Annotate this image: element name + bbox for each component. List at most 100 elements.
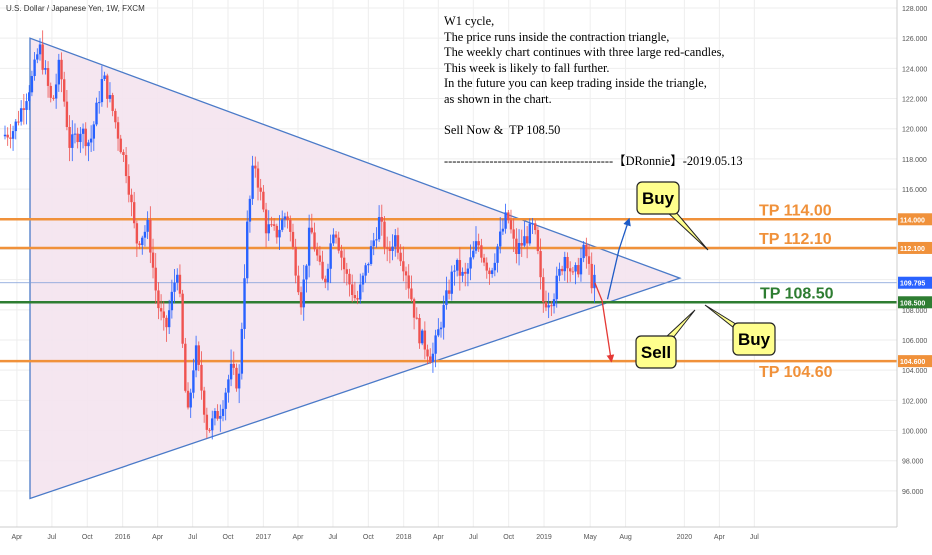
- y-tick-label: 96.000: [902, 489, 924, 496]
- candle-body: [450, 271, 453, 294]
- candle-body: [22, 108, 26, 110]
- candle-body: [340, 250, 343, 258]
- candle-body: [329, 243, 332, 269]
- candle-body: [186, 390, 190, 408]
- x-tick-label: May: [584, 534, 598, 541]
- x-tick-label: Apr: [11, 534, 23, 541]
- y-tick-label: 126.000: [902, 36, 927, 43]
- candle-body: [178, 274, 182, 294]
- candle-body: [318, 255, 322, 262]
- x-tick-label: Jul: [188, 534, 197, 541]
- callout-box: [635, 335, 677, 369]
- candle-body: [472, 250, 475, 258]
- x-tick-label: Apr: [293, 534, 305, 541]
- candle-body: [68, 127, 71, 148]
- candle-body: [63, 79, 66, 102]
- level-price-tag: 104.600: [900, 359, 925, 366]
- candle-body: [509, 220, 513, 230]
- candle-body: [429, 356, 432, 362]
- candle-body: [270, 224, 273, 226]
- candle-body: [73, 133, 77, 135]
- candle-body: [453, 270, 456, 272]
- candle-body: [574, 265, 577, 272]
- candle-body: [310, 227, 314, 233]
- candle-body: [563, 256, 567, 272]
- symbol-label: U.S. Dollar / Japanese Yen, 1W, FXCM: [6, 4, 145, 13]
- candle-body: [154, 267, 157, 291]
- candle-body: [167, 310, 171, 328]
- candle-body: [111, 95, 114, 111]
- callout-label: Sell: [641, 343, 671, 362]
- candle-body: [229, 363, 233, 380]
- x-tick-label: Jul: [750, 534, 759, 541]
- candle-body: [458, 260, 462, 276]
- candle-body: [396, 235, 400, 253]
- candle-body: [116, 122, 120, 139]
- candle-body: [162, 311, 165, 318]
- candle-body: [571, 271, 575, 273]
- candle-body: [566, 256, 569, 269]
- candle-body: [79, 133, 82, 143]
- candle-body: [76, 133, 79, 143]
- candle-body: [542, 277, 545, 303]
- candle-body: [194, 345, 198, 371]
- candle-body: [92, 124, 96, 139]
- candle-body: [305, 265, 308, 280]
- y-tick-label: 120.000: [902, 127, 927, 134]
- candle-body: [38, 44, 42, 55]
- candle-body: [364, 265, 367, 276]
- candle-body: [124, 154, 128, 177]
- candle-body: [264, 209, 268, 234]
- current-price-tag: 109.795: [900, 281, 925, 288]
- candle-body: [291, 231, 295, 247]
- candle-body: [122, 152, 125, 155]
- candle-body: [482, 257, 486, 263]
- candle-body: [294, 246, 297, 276]
- candle-body: [568, 268, 572, 272]
- candle-body: [464, 271, 467, 274]
- candle-body: [372, 240, 375, 247]
- candle-body: [477, 241, 480, 246]
- x-tick-label: 2016: [115, 534, 131, 541]
- candle-body: [531, 223, 534, 225]
- candle-body: [108, 95, 112, 99]
- candle-body: [262, 191, 265, 210]
- candle-body: [590, 263, 593, 289]
- candle-body: [474, 241, 478, 251]
- note-line: as shown in the chart.: [444, 91, 552, 106]
- note-line: Sell Now & TP 108.50: [444, 122, 561, 137]
- candle-body: [87, 142, 90, 147]
- candle-body: [517, 242, 521, 255]
- candle-body: [534, 223, 537, 231]
- candle-body: [356, 298, 359, 300]
- candle-body: [157, 290, 160, 309]
- candle-body: [36, 54, 39, 60]
- candle-body: [536, 230, 540, 252]
- candle-body: [337, 237, 340, 251]
- candle-body: [469, 257, 472, 269]
- candle-body: [192, 370, 195, 393]
- note-line: The weekly chart continues with three la…: [444, 45, 725, 59]
- candle-body: [251, 165, 254, 199]
- candle-body: [49, 85, 52, 98]
- candle-body: [348, 273, 351, 285]
- candle-body: [345, 269, 349, 274]
- note-line: ----------------------------------------…: [444, 153, 743, 168]
- candle-body: [582, 244, 585, 259]
- candle-body: [302, 279, 305, 308]
- candle-body: [71, 134, 74, 148]
- candle-body: [585, 244, 588, 257]
- candle-body: [587, 256, 591, 264]
- callout-label: Buy: [738, 330, 771, 349]
- candle-body: [97, 102, 101, 104]
- candle-body: [528, 223, 532, 244]
- candle-body: [560, 268, 564, 272]
- candle-body: [499, 231, 502, 247]
- candle-body: [41, 44, 44, 70]
- candle-body: [89, 138, 93, 143]
- level-price-tag: 112.100: [900, 246, 925, 253]
- candle-body: [496, 246, 499, 263]
- candle-body: [84, 128, 87, 147]
- candle-body: [200, 364, 203, 391]
